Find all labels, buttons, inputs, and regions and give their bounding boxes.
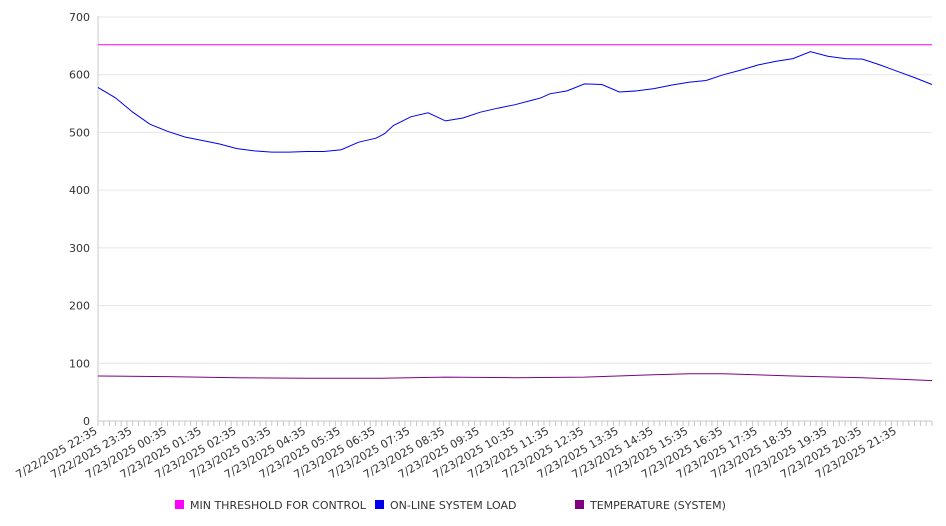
legend-swatch — [175, 500, 184, 509]
legend-label: MIN THRESHOLD FOR CONTROL — [190, 499, 367, 512]
y-tick-label: 600 — [69, 69, 90, 82]
y-tick-label: 0 — [83, 415, 90, 428]
y-tick-label: 700 — [69, 11, 90, 24]
y-tick-label: 200 — [69, 300, 90, 313]
series-line — [97, 51, 933, 153]
series-lines — [97, 44, 933, 382]
legend-swatch — [575, 500, 584, 509]
legend-swatch — [375, 500, 384, 509]
y-tick-label: 500 — [69, 126, 90, 139]
y-tick-label: 100 — [69, 357, 90, 370]
series-line — [97, 373, 933, 382]
legend-label: ON-LINE SYSTEM LOAD — [390, 499, 516, 512]
y-tick-label: 400 — [69, 184, 90, 197]
legend: MIN THRESHOLD FOR CONTROL ON-LINE SYSTEM … — [175, 499, 726, 512]
legend-label: TEMPERATURE (SYSTEM) — [589, 499, 726, 512]
y-tick-label: 300 — [69, 242, 90, 255]
gridlines — [98, 16, 932, 364]
